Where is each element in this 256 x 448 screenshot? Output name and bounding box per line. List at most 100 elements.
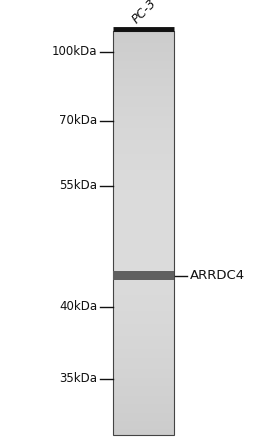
Bar: [113, 397, 174, 398]
Bar: [113, 390, 174, 392]
Bar: [113, 217, 174, 218]
Bar: [113, 232, 174, 233]
Bar: [113, 350, 174, 351]
Bar: [113, 171, 174, 172]
Bar: [113, 340, 174, 342]
Bar: [113, 64, 174, 65]
Bar: [113, 361, 174, 362]
Bar: [113, 70, 174, 72]
Bar: [113, 195, 174, 197]
Bar: [113, 95, 174, 96]
Bar: [113, 215, 174, 217]
Bar: [113, 345, 174, 346]
Bar: [113, 119, 174, 120]
Bar: [113, 354, 174, 355]
Bar: [113, 154, 174, 155]
Bar: [113, 285, 174, 287]
Bar: [113, 186, 174, 187]
Bar: [113, 280, 174, 281]
Bar: [113, 207, 174, 209]
Bar: [113, 351, 174, 353]
Bar: [113, 187, 174, 189]
Bar: [113, 249, 174, 250]
Bar: [113, 193, 174, 194]
Bar: [113, 147, 174, 148]
Bar: [113, 314, 174, 315]
Bar: [113, 381, 174, 382]
Bar: [113, 38, 174, 39]
Bar: [113, 236, 174, 237]
Bar: [113, 99, 174, 100]
Bar: [113, 271, 174, 280]
Bar: [113, 121, 174, 123]
Bar: [113, 203, 174, 205]
Bar: [113, 248, 174, 249]
Bar: [113, 150, 174, 151]
Bar: [113, 363, 174, 365]
Bar: [113, 50, 174, 52]
Bar: [113, 229, 174, 230]
Bar: [113, 205, 174, 206]
Bar: [113, 416, 174, 417]
Bar: [113, 383, 174, 385]
Bar: [113, 113, 174, 115]
Bar: [113, 245, 174, 246]
Bar: [113, 410, 174, 412]
Bar: [113, 297, 174, 299]
Bar: [113, 97, 174, 99]
Bar: [113, 156, 174, 158]
Bar: [113, 312, 174, 314]
Bar: [113, 146, 174, 147]
Bar: [113, 358, 174, 359]
Bar: [113, 117, 174, 119]
Bar: [113, 152, 174, 154]
Bar: [113, 409, 174, 410]
Bar: [113, 386, 174, 388]
Bar: [113, 47, 174, 49]
Bar: [113, 353, 174, 354]
Bar: [113, 105, 174, 107]
Bar: [113, 92, 174, 93]
Bar: [113, 284, 174, 285]
Bar: [113, 327, 174, 328]
Bar: [113, 366, 174, 367]
Bar: [113, 214, 174, 215]
Bar: [113, 144, 174, 146]
Bar: [113, 167, 174, 168]
Bar: [113, 41, 174, 42]
Bar: [113, 256, 174, 257]
Bar: [113, 53, 174, 54]
Bar: [113, 288, 174, 289]
Bar: [113, 211, 174, 213]
Bar: [113, 269, 174, 271]
Bar: [113, 160, 174, 162]
Bar: [113, 33, 174, 34]
Text: 70kDa: 70kDa: [59, 114, 97, 128]
Bar: [113, 323, 174, 324]
Bar: [113, 34, 174, 35]
Bar: [113, 367, 174, 369]
Bar: [113, 371, 174, 373]
Bar: [113, 322, 174, 323]
Bar: [113, 163, 174, 164]
Bar: [113, 183, 174, 185]
Bar: [113, 52, 174, 53]
Bar: [113, 281, 174, 283]
Bar: [113, 238, 174, 240]
Bar: [113, 69, 174, 70]
Bar: [113, 174, 174, 175]
Bar: [113, 307, 174, 308]
Bar: [113, 343, 174, 345]
Bar: [113, 72, 174, 73]
Bar: [113, 78, 174, 80]
Bar: [113, 265, 174, 267]
Bar: [113, 58, 174, 60]
Bar: [113, 412, 174, 413]
Bar: [113, 394, 174, 396]
Bar: [113, 418, 174, 420]
Bar: [113, 271, 174, 272]
Bar: [113, 148, 174, 150]
Bar: [113, 426, 174, 428]
Bar: [113, 392, 174, 393]
Bar: [113, 210, 174, 211]
